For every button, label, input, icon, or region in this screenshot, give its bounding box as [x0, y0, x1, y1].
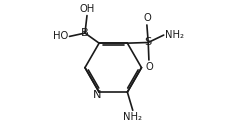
Text: O: O: [145, 62, 153, 72]
Text: S: S: [145, 38, 152, 48]
Text: HO: HO: [53, 31, 68, 41]
Text: NH₂: NH₂: [123, 112, 142, 122]
Text: N: N: [93, 90, 101, 100]
Text: NH₂: NH₂: [165, 30, 184, 40]
Text: B: B: [81, 28, 89, 38]
Text: OH: OH: [79, 3, 95, 13]
Text: O: O: [143, 13, 151, 23]
